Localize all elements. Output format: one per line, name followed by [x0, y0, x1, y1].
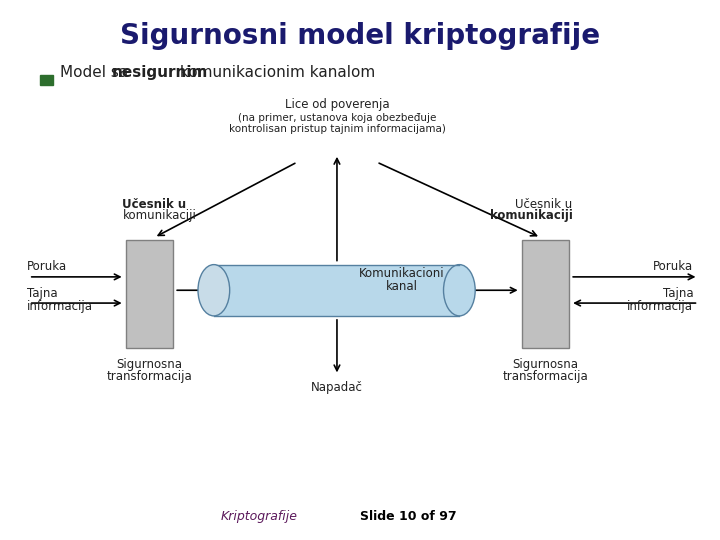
Text: Kriptografije: Kriptografije — [221, 510, 297, 523]
Text: (na primer, ustanova koja obezbeđuje: (na primer, ustanova koja obezbeđuje — [238, 113, 436, 123]
Text: komunikaciji: komunikaciji — [490, 210, 572, 222]
Ellipse shape — [198, 265, 230, 316]
Text: nesigurnim: nesigurnim — [112, 65, 208, 80]
Text: Napadač: Napadač — [311, 381, 363, 394]
Text: komunikaciji: komunikaciji — [122, 210, 197, 222]
Text: kanal: kanal — [386, 280, 418, 293]
Bar — [126, 240, 173, 348]
Text: Učesnik u: Učesnik u — [515, 198, 572, 211]
Text: Slide 10 of 97: Slide 10 of 97 — [360, 510, 456, 523]
Text: Lice od poverenja: Lice od poverenja — [284, 98, 390, 111]
Bar — [214, 265, 459, 316]
Text: Poruka: Poruka — [653, 260, 693, 273]
Ellipse shape — [444, 265, 475, 316]
Text: kontrolisan pristup tajnim informacijama): kontrolisan pristup tajnim informacijama… — [228, 124, 446, 134]
Text: Sigurnosni model kriptografije: Sigurnosni model kriptografije — [120, 22, 600, 50]
Bar — [522, 240, 569, 348]
Text: Poruka: Poruka — [27, 260, 68, 273]
Text: transformacija: transformacija — [107, 370, 192, 383]
Text: komunikacionim kanalom: komunikacionim kanalom — [175, 65, 375, 80]
Text: informacija: informacija — [627, 300, 693, 313]
Text: transformacija: transformacija — [503, 370, 588, 383]
Text: informacija: informacija — [27, 300, 94, 313]
Text: Tajna: Tajna — [662, 287, 693, 300]
Text: Tajna: Tajna — [27, 287, 58, 300]
Bar — [40, 75, 53, 85]
Text: Komunikacioni: Komunikacioni — [359, 267, 444, 280]
Text: Učesnik u: Učesnik u — [122, 198, 186, 211]
Text: Sigurnosna: Sigurnosna — [117, 358, 182, 371]
Text: Sigurnosna: Sigurnosna — [513, 358, 578, 371]
Text: Model sa: Model sa — [60, 65, 133, 80]
